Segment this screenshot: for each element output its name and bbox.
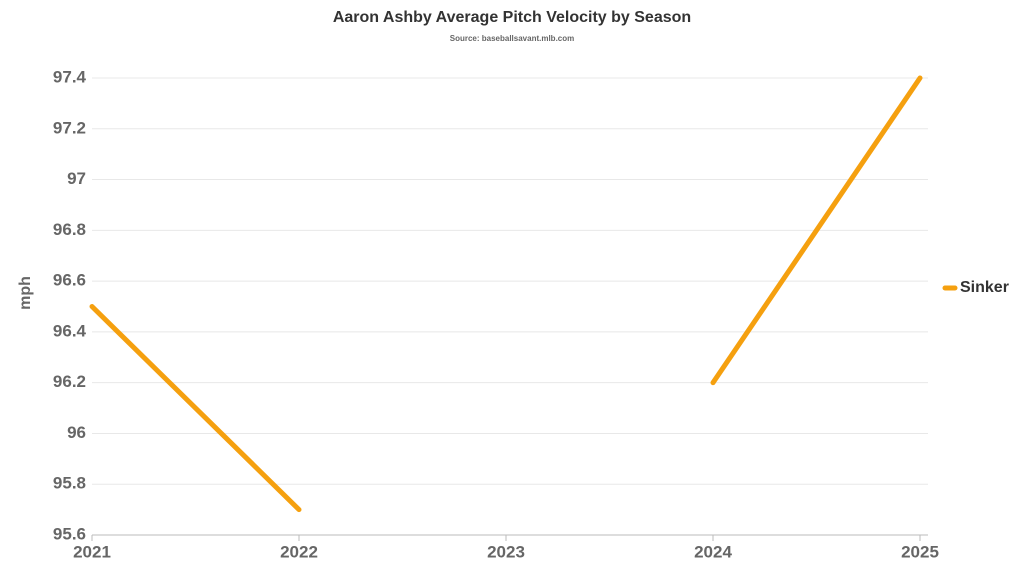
x-tick-label: 2021 (73, 542, 111, 561)
legend-label: Sinker (960, 279, 1009, 296)
chart-title: Aaron Ashby Average Pitch Velocity by Se… (333, 9, 691, 26)
y-axis-label: mph (17, 276, 34, 310)
x-tick-label: 2024 (694, 542, 732, 561)
y-tick-label: 96.2 (53, 372, 86, 391)
y-tick-label: 96.8 (53, 220, 86, 239)
y-tick-label: 96 (67, 423, 86, 442)
y-tick-label: 97.4 (53, 67, 87, 86)
y-tick-label: 95.6 (53, 524, 86, 543)
y-tick-label: 95.8 (53, 474, 86, 493)
chart-subtitle: Source: baseballsavant.mlb.com (450, 34, 575, 43)
y-tick-label: 96.4 (53, 321, 87, 340)
x-tick-label: 2023 (487, 542, 525, 561)
x-tick-label: 2022 (280, 542, 318, 561)
y-tick-label: 97 (67, 169, 86, 188)
series-line (89, 75, 923, 513)
x-tick-label: 2025 (901, 542, 939, 561)
y-tick-label: 96.6 (53, 271, 86, 290)
y-tick-label: 97.2 (53, 118, 86, 137)
